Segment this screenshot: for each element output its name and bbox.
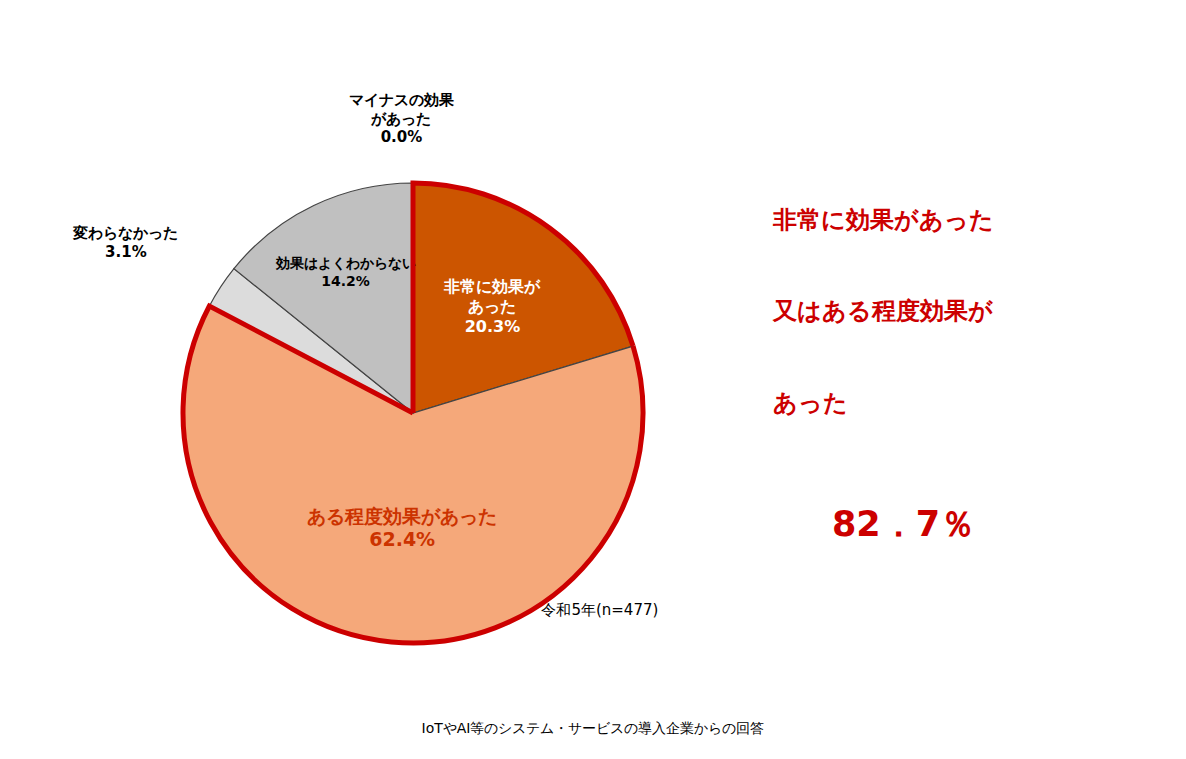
svg-text:マイナスの効果があった0.0%: マイナスの効果があった0.0% [349, 91, 455, 147]
html-text:IoTやAI等のシステム・サービスの導入企業からの回答: IoTやAI等のシステム・サービスの導入企業からの回答 [421, 720, 765, 736]
html-text:非常に効果があった: 非常に効果があった [773, 206, 994, 234]
svg-text:効果はよくわからない14.2%: 効果はよくわからない14.2% [275, 255, 416, 289]
html-text:又はある程度効果が: 又はある程度効果が [773, 297, 993, 325]
html-text:令和5年(n=477): 令和5年(n=477) [541, 600, 659, 619]
svg-text:変わらなかった3.1%: 変わらなかった3.1% [72, 224, 178, 261]
svg-text:非常に効果があった20.3%: 非常に効果があった20.3% [443, 276, 541, 335]
html-text:あった: あった [773, 389, 848, 417]
svg-text:ある程度効果があった62.4%: ある程度効果があった62.4% [307, 505, 497, 551]
html-text:82．7％: 82．7％ [832, 503, 976, 544]
